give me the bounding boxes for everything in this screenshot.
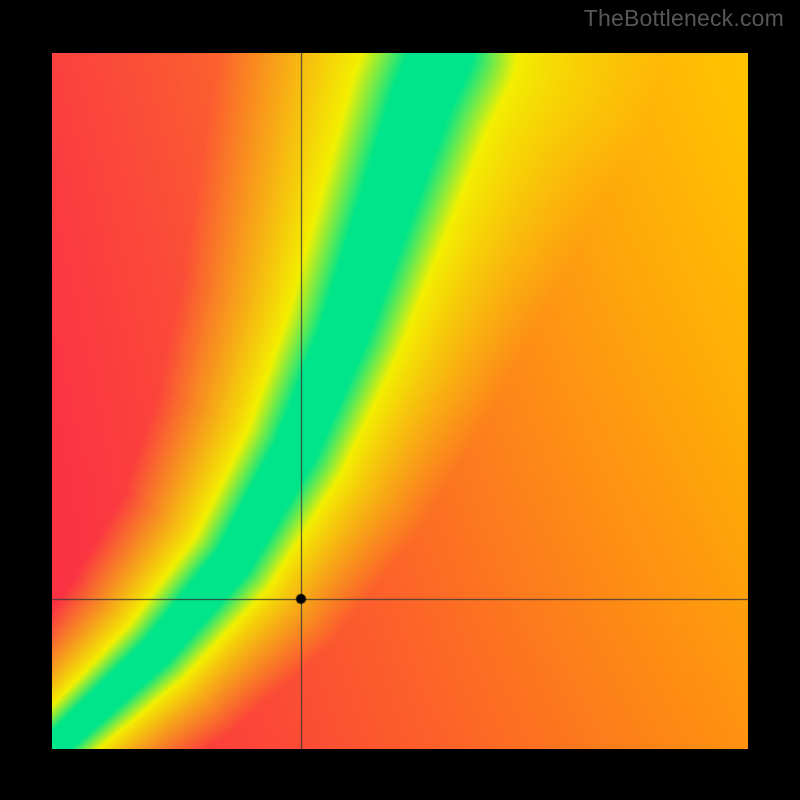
heatmap-canvas <box>52 53 748 749</box>
heatmap-plot <box>52 53 748 754</box>
watermark-text: TheBottleneck.com <box>584 5 784 32</box>
